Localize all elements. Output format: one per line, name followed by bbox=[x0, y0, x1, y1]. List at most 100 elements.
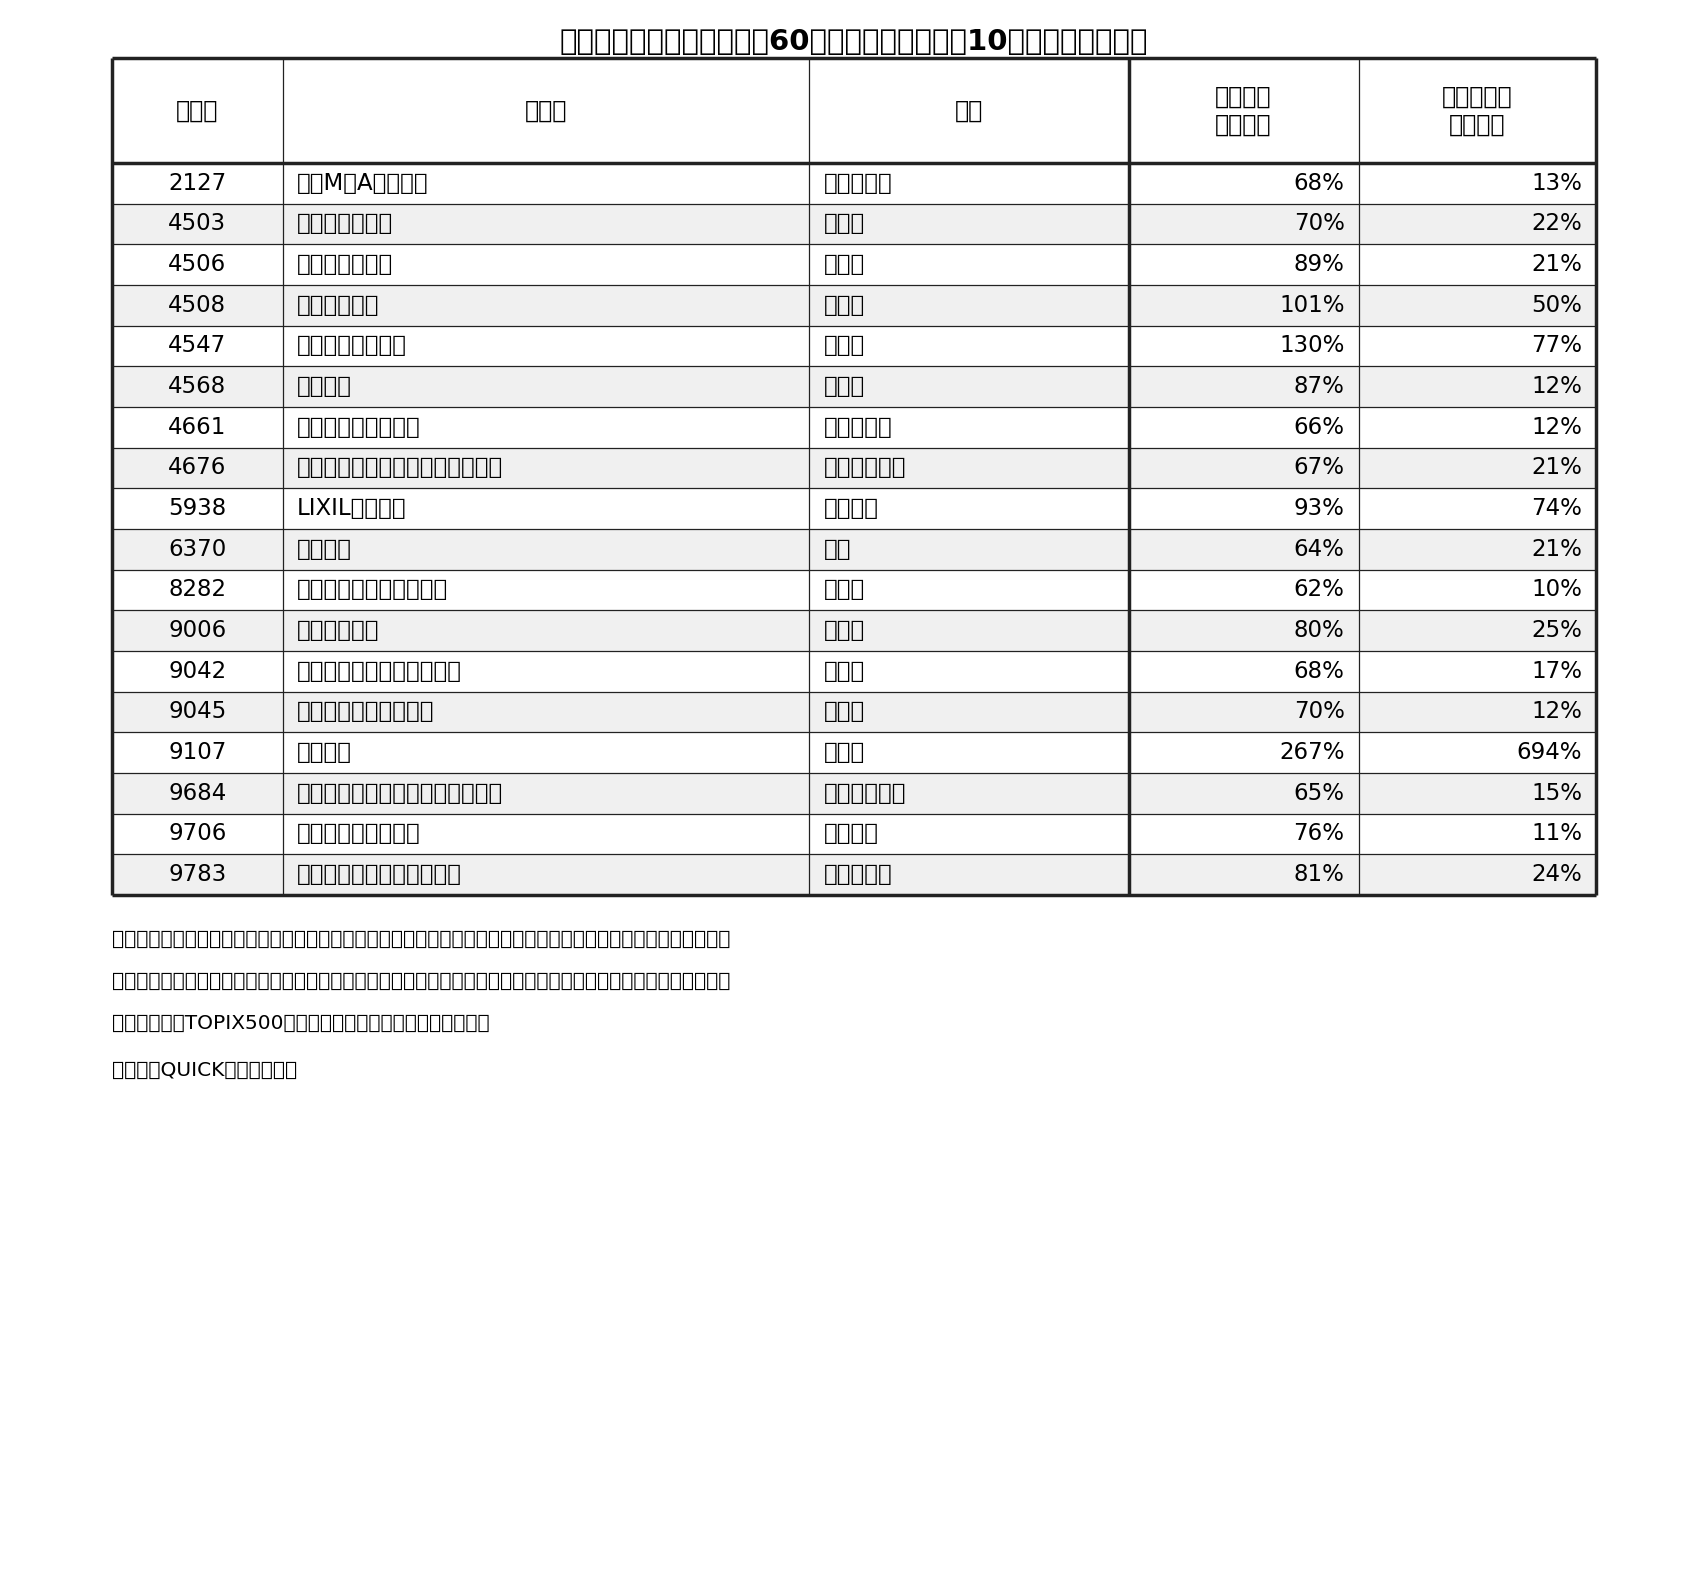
Bar bbox=[113, 529, 1594, 570]
Text: ベネッセホールディングス: ベネッセホールディングス bbox=[297, 863, 461, 887]
Text: サービス業: サービス業 bbox=[823, 416, 891, 439]
Bar bbox=[113, 814, 1594, 855]
Text: 67%: 67% bbox=[1292, 457, 1343, 479]
Text: 24%: 24% bbox=[1531, 863, 1581, 887]
Bar bbox=[113, 774, 1594, 814]
Bar bbox=[113, 204, 1594, 244]
Text: 70%: 70% bbox=[1292, 700, 1343, 723]
Text: （資料）QUICKより筆者作成: （資料）QUICKより筆者作成 bbox=[113, 1060, 297, 1079]
Text: 65%: 65% bbox=[1292, 782, 1343, 806]
Bar bbox=[113, 326, 1594, 366]
Bar bbox=[113, 285, 1594, 326]
Text: 9006: 9006 bbox=[167, 619, 227, 642]
Text: 62%: 62% bbox=[1292, 578, 1343, 602]
Text: 日本空港ビルデング: 日本空港ビルデング bbox=[297, 823, 420, 845]
Text: 情報・通信業: 情報・通信業 bbox=[823, 782, 905, 806]
Text: 銘柄名: 銘柄名 bbox=[524, 99, 567, 123]
Bar bbox=[113, 651, 1594, 691]
Text: 4661: 4661 bbox=[167, 416, 227, 439]
Text: 同、前年同
期との差: 同、前年同 期との差 bbox=[1441, 84, 1512, 137]
Text: 栗田工業: 栗田工業 bbox=[297, 538, 352, 560]
Text: 93%: 93% bbox=[1292, 497, 1343, 521]
Text: 医薬品: 医薬品 bbox=[823, 376, 864, 398]
Text: 9045: 9045 bbox=[167, 700, 227, 723]
Text: 金属製品: 金属製品 bbox=[823, 497, 877, 521]
Bar bbox=[113, 57, 1594, 162]
Bar bbox=[113, 447, 1594, 489]
Text: 13%: 13% bbox=[1529, 172, 1581, 194]
Bar bbox=[113, 570, 1594, 610]
Text: 9783: 9783 bbox=[167, 863, 227, 887]
Text: 日本M＆Aセンター: 日本M＆Aセンター bbox=[297, 172, 428, 194]
Text: 4568: 4568 bbox=[167, 376, 227, 398]
Text: 12%: 12% bbox=[1529, 700, 1581, 723]
Bar bbox=[113, 489, 1594, 529]
Text: 21%: 21% bbox=[1529, 253, 1581, 275]
Bar bbox=[113, 691, 1594, 732]
Text: 【図表６】経常利益進捗率60％以上、かつ改善率10％以上の企業の例: 【図表６】経常利益進捗率60％以上、かつ改善率10％以上の企業の例 bbox=[560, 29, 1147, 56]
Text: 9706: 9706 bbox=[167, 823, 227, 845]
Text: 医薬品: 医薬品 bbox=[823, 253, 864, 275]
Text: 76%: 76% bbox=[1292, 823, 1343, 845]
Bar bbox=[113, 855, 1594, 895]
Text: フジ・メディア・ホールディング: フジ・メディア・ホールディング bbox=[297, 457, 502, 479]
Text: キッセイ薬品工業: キッセイ薬品工業 bbox=[297, 334, 406, 358]
Text: 9684: 9684 bbox=[167, 782, 227, 806]
Text: 京阪ホールディングス: 京阪ホールディングス bbox=[297, 700, 434, 723]
Text: スクウェア・エニックス・ホール: スクウェア・エニックス・ホール bbox=[297, 782, 502, 806]
Text: 該企業の業績動向（見通し）に加えて、業界や個別企業の事情などを勘案したうえで判断することが必要。: 該企業の業績動向（見通し）に加えて、業界や個別企業の事情などを勘案したうえで判断… bbox=[113, 973, 731, 990]
Text: 経常利益
の進捗率: 経常利益 の進捗率 bbox=[1215, 84, 1272, 137]
Text: 10%: 10% bbox=[1529, 578, 1581, 602]
Text: 不動産業: 不動産業 bbox=[823, 823, 877, 845]
Text: 小売業: 小売業 bbox=[823, 578, 864, 602]
Text: 694%: 694% bbox=[1516, 742, 1581, 764]
Text: 68%: 68% bbox=[1292, 659, 1343, 683]
Text: 4676: 4676 bbox=[167, 457, 227, 479]
Text: 15%: 15% bbox=[1529, 782, 1581, 806]
Text: 医薬品: 医薬品 bbox=[823, 212, 864, 236]
Text: 田辺三菱製薬: 田辺三菱製薬 bbox=[297, 295, 379, 317]
Text: 11%: 11% bbox=[1529, 823, 1581, 845]
Text: 4506: 4506 bbox=[167, 253, 227, 275]
Text: 21%: 21% bbox=[1529, 457, 1581, 479]
Text: LIXILグループ: LIXILグループ bbox=[297, 497, 406, 521]
Text: 66%: 66% bbox=[1292, 416, 1343, 439]
Text: 4547: 4547 bbox=[167, 334, 227, 358]
Bar bbox=[113, 366, 1594, 408]
Text: 101%: 101% bbox=[1279, 295, 1343, 317]
Text: 8282: 8282 bbox=[169, 578, 227, 602]
Text: 12%: 12% bbox=[1529, 416, 1581, 439]
Text: 50%: 50% bbox=[1529, 295, 1581, 317]
Text: 68%: 68% bbox=[1292, 172, 1343, 194]
Text: 海運業: 海運業 bbox=[823, 742, 864, 764]
Bar bbox=[113, 610, 1594, 651]
Text: 医薬品: 医薬品 bbox=[823, 334, 864, 358]
Text: 87%: 87% bbox=[1292, 376, 1343, 398]
Text: 4508: 4508 bbox=[169, 295, 227, 317]
Text: 情報・通信業: 情報・通信業 bbox=[823, 457, 905, 479]
Text: 京浜急行電鉄: 京浜急行電鉄 bbox=[297, 619, 379, 642]
Text: 12%: 12% bbox=[1529, 376, 1581, 398]
Text: 第一三共: 第一三共 bbox=[297, 376, 352, 398]
Text: 22%: 22% bbox=[1531, 212, 1581, 236]
Text: （注）経常利益の進捗率が本文に記載した条件に合致する企業を機械的に抽出したものであり、投資に際しては当: （注）経常利益の進捗率が本文に記載した条件に合致する企業を機械的に抽出したもので… bbox=[113, 930, 731, 949]
Text: アステラス製薬: アステラス製薬 bbox=[297, 212, 393, 236]
Text: 130%: 130% bbox=[1279, 334, 1343, 358]
Text: 25%: 25% bbox=[1529, 619, 1581, 642]
Text: 9107: 9107 bbox=[167, 742, 227, 764]
Text: 80%: 80% bbox=[1294, 619, 1343, 642]
Text: 64%: 64% bbox=[1292, 538, 1343, 560]
Text: 対象はTOPIX500（３月決算、金融、電力ガスを除く）: 対象はTOPIX500（３月決算、金融、電力ガスを除く） bbox=[113, 1014, 490, 1033]
Text: 4503: 4503 bbox=[169, 212, 227, 236]
Text: 川崎汽船: 川崎汽船 bbox=[297, 742, 352, 764]
Text: サービス業: サービス業 bbox=[823, 172, 891, 194]
Text: 陸運業: 陸運業 bbox=[823, 619, 864, 642]
Text: 21%: 21% bbox=[1529, 538, 1581, 560]
Text: 阪急阪神ホールディングス: 阪急阪神ホールディングス bbox=[297, 659, 461, 683]
Bar bbox=[113, 408, 1594, 447]
Text: 17%: 17% bbox=[1529, 659, 1581, 683]
Text: 6370: 6370 bbox=[167, 538, 227, 560]
Text: 陸運業: 陸運業 bbox=[823, 700, 864, 723]
Text: 77%: 77% bbox=[1529, 334, 1581, 358]
Text: サービス業: サービス業 bbox=[823, 863, 891, 887]
